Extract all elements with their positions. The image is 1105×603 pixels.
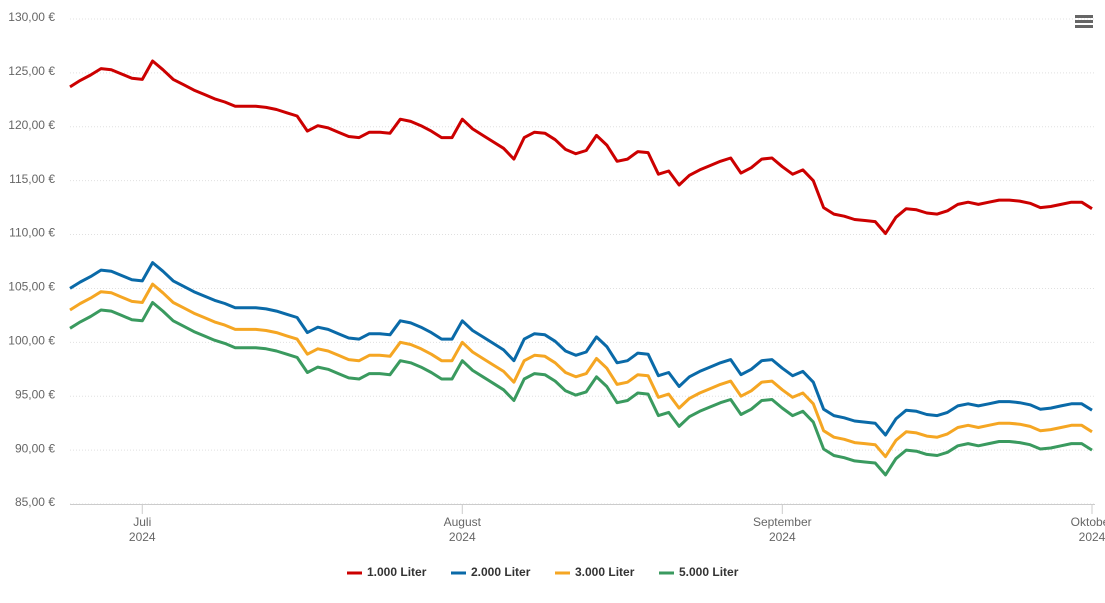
y-tick-label: 100,00 €	[8, 334, 55, 348]
y-tick-label: 125,00 €	[8, 64, 55, 78]
series-line	[69, 59, 1093, 235]
y-tick-label: 115,00 €	[9, 172, 55, 186]
legend-label: 2.000 Liter	[471, 565, 531, 579]
menu-bar[interactable]	[1075, 15, 1093, 18]
x-tick-label: Oktober 2024	[1070, 515, 1105, 544]
y-tick-label: 105,00 €	[8, 280, 55, 294]
x-tick-label: Juli 2024	[128, 515, 156, 544]
y-tick-label: 130,00 €	[8, 10, 55, 24]
y-tick-label: 120,00 €	[8, 118, 55, 132]
legend-item: 2.000 Liter	[451, 565, 531, 579]
series-line	[69, 282, 1093, 459]
menu-icon[interactable]	[1075, 15, 1093, 28]
x-tick-label: August 2024	[443, 515, 481, 544]
y-tick-label: 85,00 €	[15, 495, 55, 509]
y-tick-label: 110,00 €	[9, 226, 55, 240]
series-line	[69, 261, 1093, 437]
legend-item: 3.000 Liter	[555, 565, 635, 579]
menu-bar[interactable]	[1075, 20, 1093, 23]
menu-bar[interactable]	[1075, 25, 1093, 28]
legend-item: 5.000 Liter	[659, 565, 739, 579]
legend-item: 1.000 Liter	[347, 565, 427, 579]
y-tick-label: 90,00 €	[15, 441, 55, 455]
x-tick-label: September 2024	[752, 515, 812, 544]
legend-label: 3.000 Liter	[575, 565, 635, 579]
series-line	[69, 301, 1093, 477]
legend-label: 1.000 Liter	[367, 565, 427, 579]
y-tick-label: 95,00 €	[15, 387, 55, 401]
legend-label: 5.000 Liter	[679, 565, 739, 579]
